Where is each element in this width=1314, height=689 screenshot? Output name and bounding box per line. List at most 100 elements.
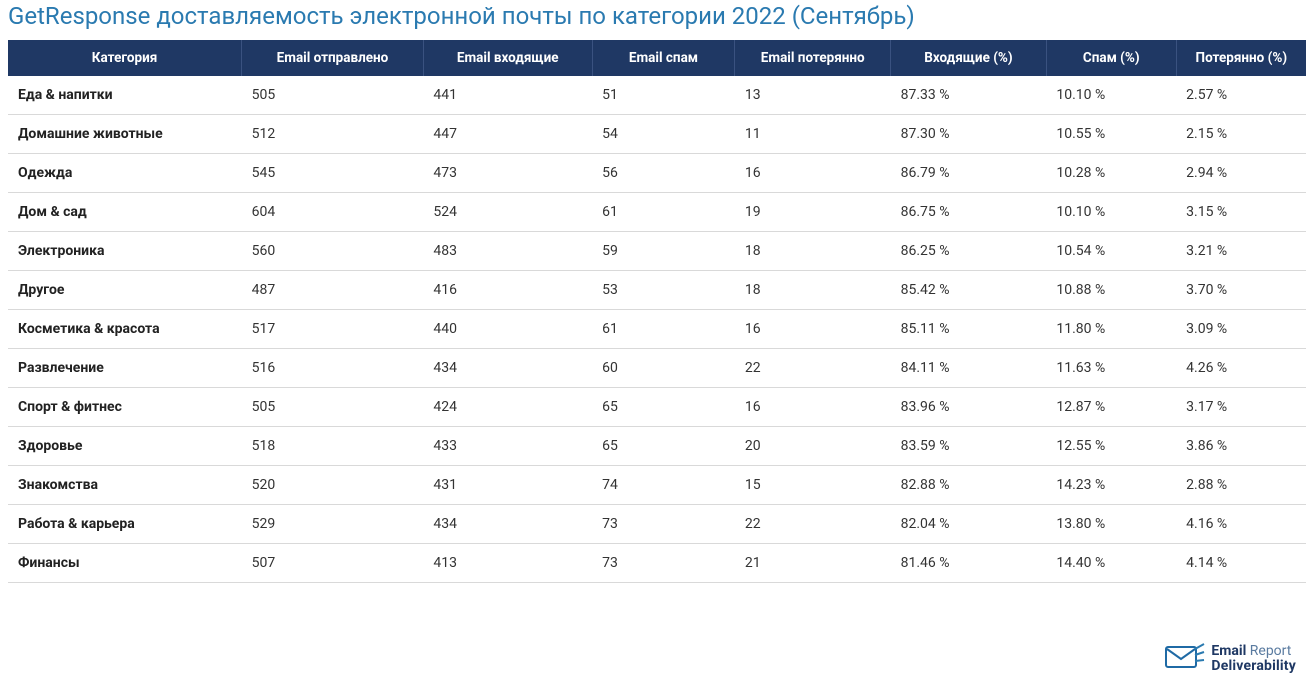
- cell-value: 447: [423, 115, 592, 154]
- cell-value: 13.80 %: [1046, 505, 1176, 544]
- cell-value: 10.88 %: [1046, 271, 1176, 310]
- cell-value: 11.80 %: [1046, 310, 1176, 349]
- cell-value: 59: [592, 232, 735, 271]
- cell-value: 15: [735, 466, 891, 505]
- cell-value: 10.28 %: [1046, 154, 1176, 193]
- cell-value: 21: [735, 544, 891, 583]
- cell-value: 22: [735, 349, 891, 388]
- cell-value: 12.87 %: [1046, 388, 1176, 427]
- cell-value: 3.86 %: [1176, 427, 1306, 466]
- cell-value: 87.30 %: [891, 115, 1047, 154]
- cell-category: Знакомства: [8, 466, 242, 505]
- cell-value: 487: [242, 271, 424, 310]
- table-row: Еда & напитки505441511387.33 %10.10 %2.5…: [8, 76, 1306, 115]
- cell-value: 517: [242, 310, 424, 349]
- cell-category: Работа & карьера: [8, 505, 242, 544]
- cell-value: 53: [592, 271, 735, 310]
- cell-value: 3.09 %: [1176, 310, 1306, 349]
- cell-value: 87.33 %: [891, 76, 1047, 115]
- cell-value: 73: [592, 505, 735, 544]
- cell-value: 3.15 %: [1176, 193, 1306, 232]
- cell-value: 51: [592, 76, 735, 115]
- cell-value: 431: [423, 466, 592, 505]
- cell-category: Электроника: [8, 232, 242, 271]
- cell-value: 10.55 %: [1046, 115, 1176, 154]
- cell-value: 416: [423, 271, 592, 310]
- cell-category: Развлечение: [8, 349, 242, 388]
- cell-value: 10.10 %: [1046, 193, 1176, 232]
- cell-value: 604: [242, 193, 424, 232]
- table-row: Одежда545473561686.79 %10.28 %2.94 %: [8, 154, 1306, 193]
- cell-category: Здоровье: [8, 427, 242, 466]
- cell-value: 22: [735, 505, 891, 544]
- cell-value: 434: [423, 505, 592, 544]
- cell-value: 61: [592, 310, 735, 349]
- cell-value: 56: [592, 154, 735, 193]
- cell-value: 434: [423, 349, 592, 388]
- cell-value: 86.79 %: [891, 154, 1047, 193]
- cell-value: 83.59 %: [891, 427, 1047, 466]
- logo-text: Email Report Deliverability: [1211, 644, 1296, 673]
- cell-value: 440: [423, 310, 592, 349]
- col-sent: Email отправлено: [242, 40, 424, 76]
- cell-value: 85.42 %: [891, 271, 1047, 310]
- page-title: GetResponse доставляемость электронной п…: [8, 0, 1306, 40]
- cell-category: Еда & напитки: [8, 76, 242, 115]
- logo-line1-strong: Email: [1211, 643, 1246, 659]
- cell-value: 520: [242, 466, 424, 505]
- cell-value: 424: [423, 388, 592, 427]
- cell-value: 14.23 %: [1046, 466, 1176, 505]
- cell-value: 86.75 %: [891, 193, 1047, 232]
- cell-value: 12.55 %: [1046, 427, 1176, 466]
- cell-value: 20: [735, 427, 891, 466]
- cell-value: 13: [735, 76, 891, 115]
- cell-value: 3.17 %: [1176, 388, 1306, 427]
- col-spam-pct: Спам (%): [1046, 40, 1176, 76]
- table-row: Работа & карьера529434732282.04 %13.80 %…: [8, 505, 1306, 544]
- cell-value: 85.11 %: [891, 310, 1047, 349]
- table-row: Домашние животные512447541187.30 %10.55 …: [8, 115, 1306, 154]
- col-inbox-pct: Входящие (%): [891, 40, 1047, 76]
- cell-value: 82.88 %: [891, 466, 1047, 505]
- cell-value: 413: [423, 544, 592, 583]
- cell-value: 11: [735, 115, 891, 154]
- cell-category: Дом & сад: [8, 193, 242, 232]
- brand-logo: Email Report Deliverability: [1165, 641, 1296, 677]
- cell-value: 473: [423, 154, 592, 193]
- table-row: Дом & сад604524611986.75 %10.10 %3.15 %: [8, 193, 1306, 232]
- cell-value: 507: [242, 544, 424, 583]
- cell-value: 505: [242, 388, 424, 427]
- cell-value: 512: [242, 115, 424, 154]
- table-row: Электроника560483591886.25 %10.54 %3.21 …: [8, 232, 1306, 271]
- cell-value: 74: [592, 466, 735, 505]
- cell-value: 10.54 %: [1046, 232, 1176, 271]
- cell-value: 2.88 %: [1176, 466, 1306, 505]
- cell-value: 16: [735, 154, 891, 193]
- cell-value: 2.57 %: [1176, 76, 1306, 115]
- cell-value: 73: [592, 544, 735, 583]
- table-row: Знакомства520431741582.88 %14.23 %2.88 %: [8, 466, 1306, 505]
- cell-value: 84.11 %: [891, 349, 1047, 388]
- col-lost-pct: Потерянно (%): [1176, 40, 1306, 76]
- logo-line1-light: Report: [1246, 643, 1291, 659]
- cell-value: 83.96 %: [891, 388, 1047, 427]
- cell-value: 545: [242, 154, 424, 193]
- cell-value: 18: [735, 271, 891, 310]
- cell-value: 14.40 %: [1046, 544, 1176, 583]
- cell-value: 16: [735, 310, 891, 349]
- cell-category: Косметика & красота: [8, 310, 242, 349]
- table-row: Другое487416531885.42 %10.88 %3.70 %: [8, 271, 1306, 310]
- cell-value: 441: [423, 76, 592, 115]
- cell-value: 81.46 %: [891, 544, 1047, 583]
- cell-value: 3.21 %: [1176, 232, 1306, 271]
- col-inbox: Email входящие: [423, 40, 592, 76]
- cell-value: 11.63 %: [1046, 349, 1176, 388]
- deliverability-table: Категория Email отправлено Email входящи…: [8, 40, 1306, 583]
- table-body: Еда & напитки 505 441511387.33 % 10.10 % 2.5…: [8, 76, 1306, 583]
- cell-value: 518: [242, 427, 424, 466]
- cell-value: 560: [242, 232, 424, 271]
- cell-value: 19: [735, 193, 891, 232]
- cell-category: Спорт & фитнес: [8, 388, 242, 427]
- cell-category: Одежда: [8, 154, 242, 193]
- col-spam: Email спам: [592, 40, 735, 76]
